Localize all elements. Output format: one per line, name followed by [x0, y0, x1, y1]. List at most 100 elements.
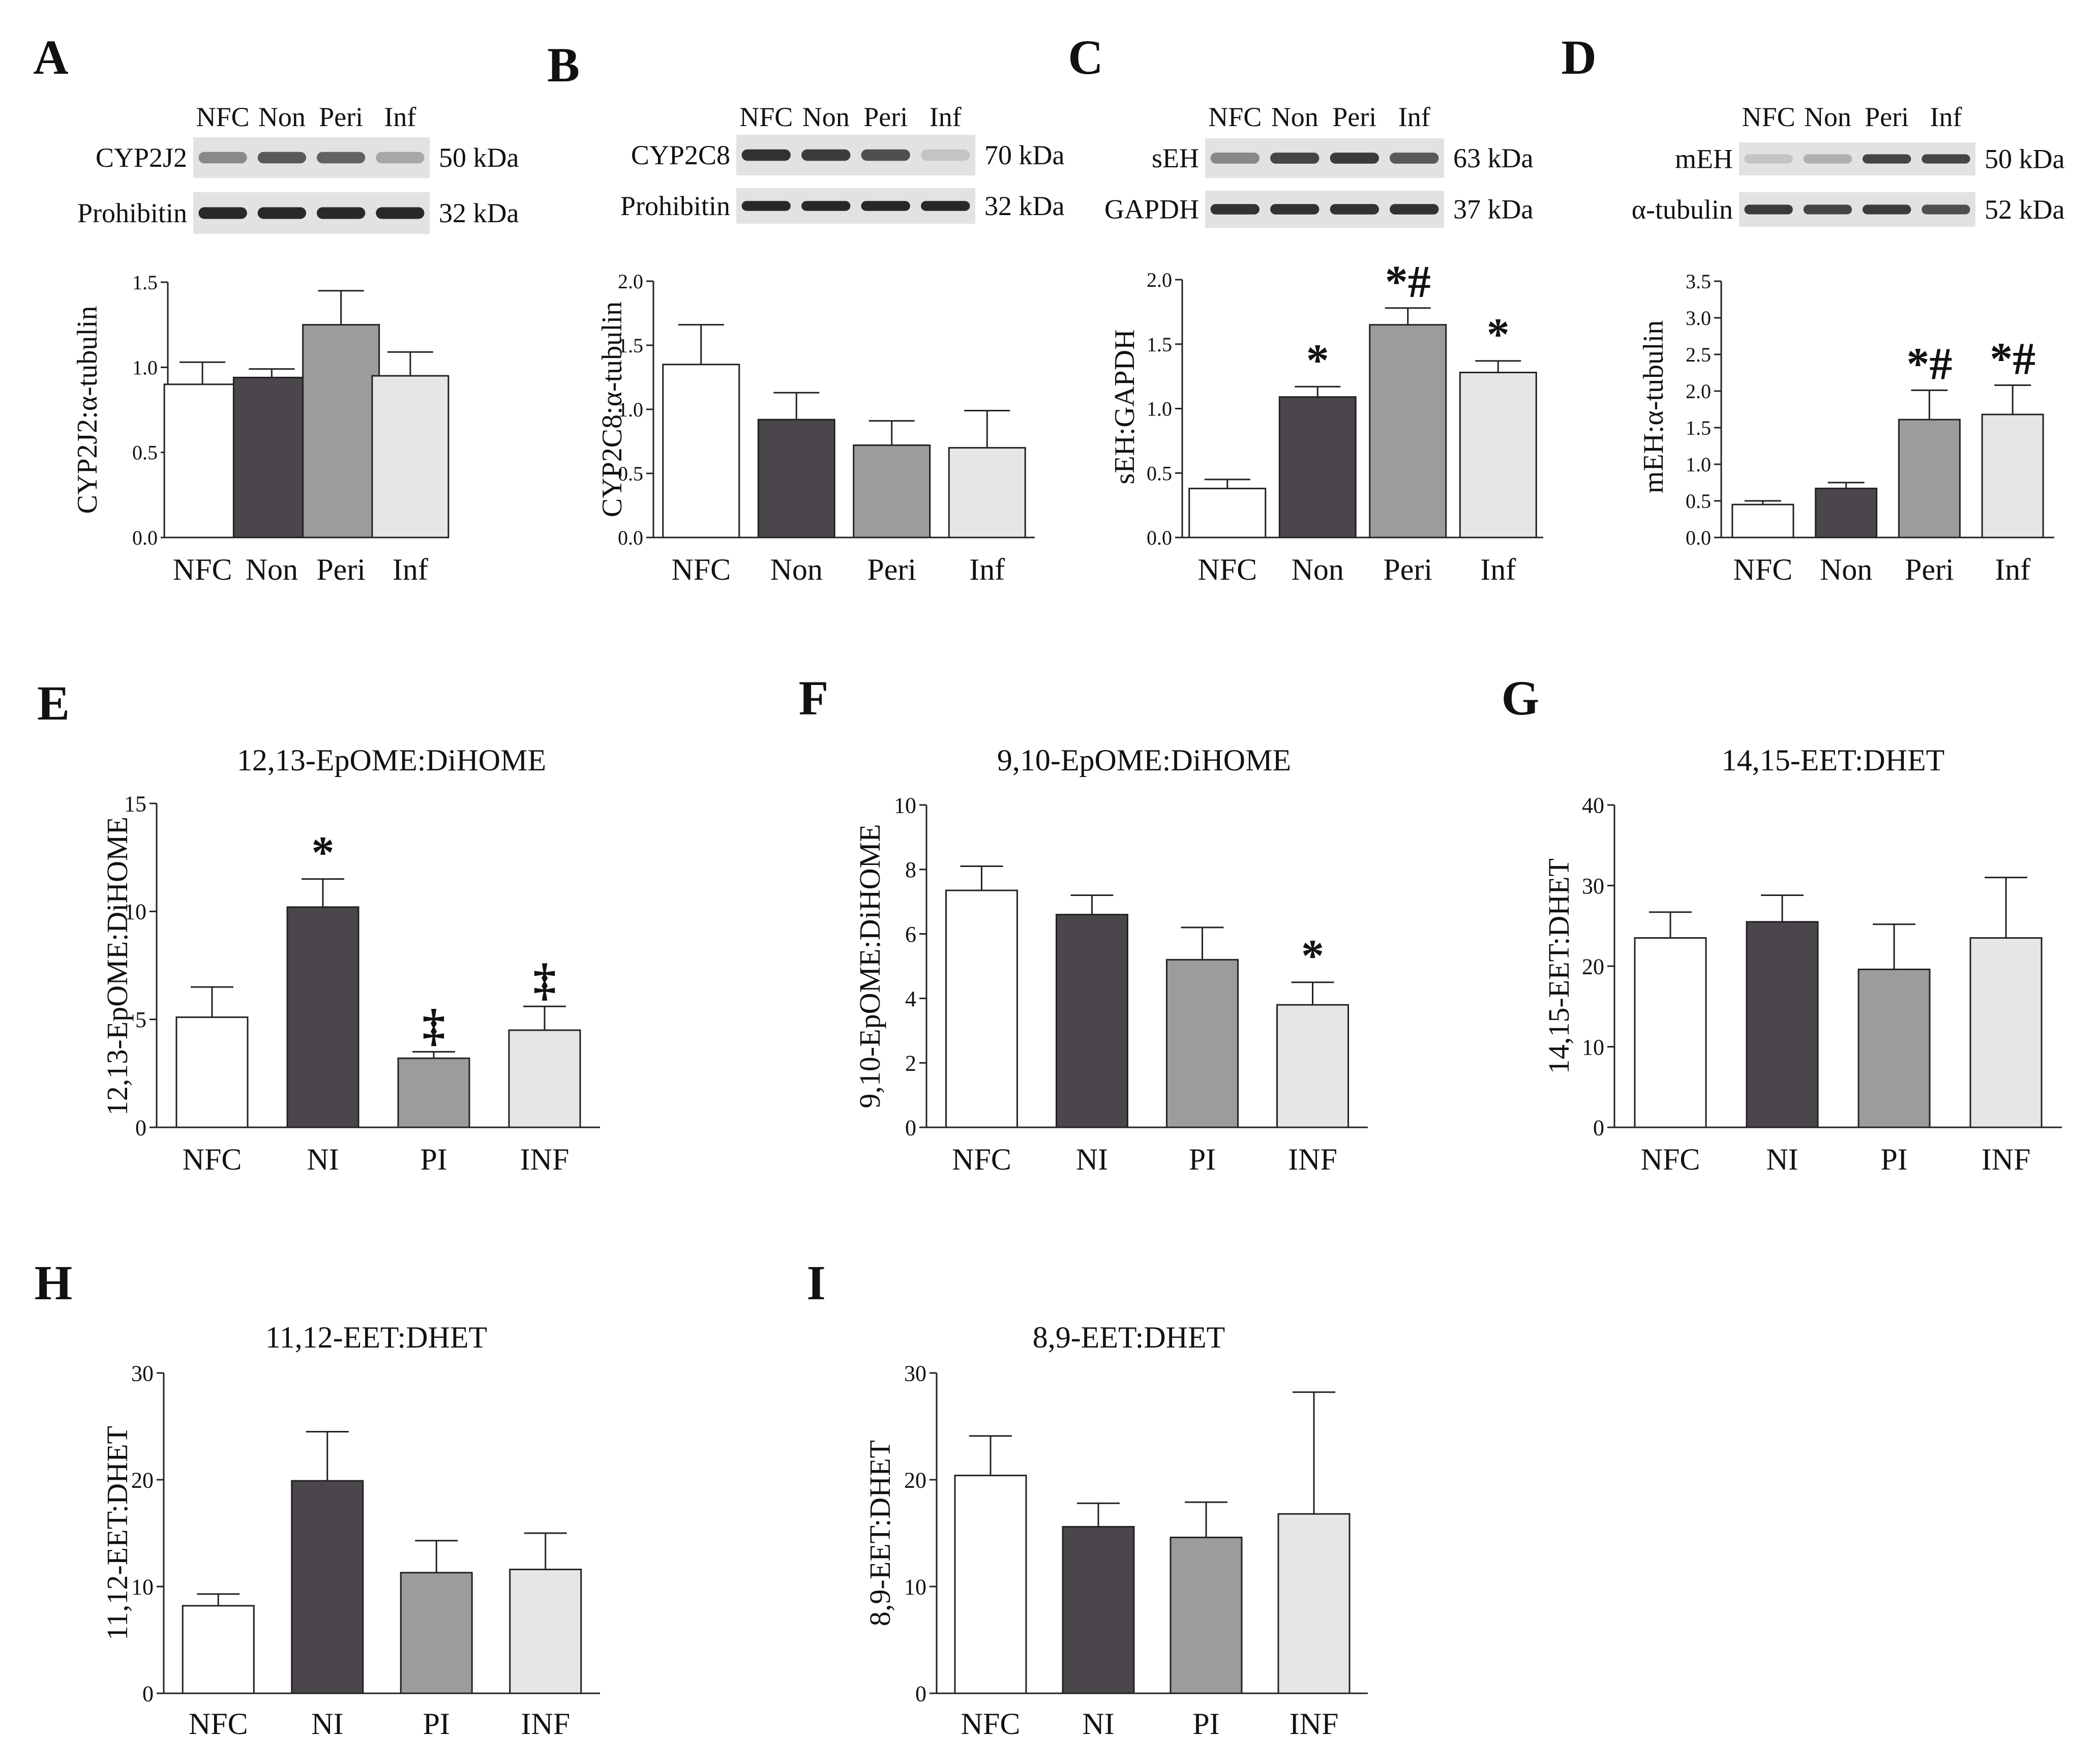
panel-f: F 9,10-EpOME:DiHOME 0 2 4 6 8 10 9,10-EpOME:DiHO… [799, 671, 1368, 1176]
bar [175, 1016, 249, 1128]
panel-letter: E [37, 676, 70, 730]
bar [508, 1029, 581, 1128]
bar [1188, 488, 1267, 539]
bar [948, 447, 1026, 539]
y-tick-label: 2.0 [618, 270, 643, 293]
panel-c: C NFC Non Peri Inf sEH 63 kDa GAPDH 37 kDa 0.0 0.5… [1068, 30, 1543, 586]
bar [853, 444, 931, 539]
x-tick-label: Inf [969, 553, 1005, 586]
bar [1815, 488, 1878, 539]
significance-marker: * [1306, 335, 1329, 385]
y-tick-label: 0.0 [132, 526, 158, 549]
y-axis-label: 9,10-EpOME:DiHOME [853, 824, 886, 1108]
x-tick-label: NFC [1197, 553, 1257, 586]
blot-band [741, 201, 791, 211]
x-tick-label: PI [1880, 1143, 1907, 1176]
x-tick-label: Non [1820, 553, 1872, 586]
blot-lane-label: Peri [1332, 102, 1376, 132]
blot-lane-label: Peri [319, 102, 363, 132]
significance-marker: *# [1906, 339, 1952, 390]
blot-band [198, 152, 247, 164]
western-blot: NFC Non Peri Inf CYP2C8 70 kDa Prohibitin 32 kD… [620, 102, 1064, 224]
y-tick-label: 30 [904, 1361, 926, 1386]
blot-band [1270, 153, 1320, 164]
y-tick-label: 40 [1582, 793, 1604, 818]
chart-title: 11,12-EET:DHET [265, 1321, 487, 1354]
panel-letter: I [806, 1255, 825, 1310]
bar [1277, 1513, 1351, 1694]
panel-i: I 8,9-EET:DHET 0 10 20 30 8,9-EET:DHET NFC NI PI I… [806, 1255, 1368, 1741]
blot-band [1803, 204, 1852, 215]
x-tick-label: NFC [189, 1707, 248, 1741]
y-tick-label: 3.5 [1686, 270, 1711, 293]
x-tick-label: Inf [1480, 553, 1516, 586]
bar [1898, 418, 1961, 539]
chart-title: 9,10-EpOME:DiHOME [997, 743, 1291, 777]
x-tick-label: NFC [671, 553, 731, 586]
panel-g: G 14,15-EET:DHET 0 10 20 30 40 14,15-EET:DHET NF… [1502, 671, 2062, 1176]
blot-band [1862, 154, 1911, 164]
blot-band [257, 152, 307, 164]
x-tick-label: NFC [952, 1143, 1011, 1176]
blot-band [1210, 153, 1260, 164]
x-tick-label: INF [521, 1707, 570, 1741]
y-tick-label: 0.5 [1686, 490, 1711, 513]
panel-letter: A [33, 30, 68, 84]
x-tick-label: NFC [183, 1143, 242, 1176]
blot-band [198, 207, 247, 219]
panel-letter: D [1561, 30, 1596, 84]
blot-band [316, 207, 366, 219]
bar [1731, 503, 1794, 539]
panel-letter: C [1068, 30, 1103, 84]
blot-band [1922, 204, 1970, 215]
y-tick-label: 0.0 [618, 526, 643, 549]
y-tick-label: 8 [905, 857, 916, 882]
y-tick-label: 20 [1582, 954, 1604, 979]
y-tick-label: 30 [131, 1361, 154, 1386]
blot-kda-label: 32 kDa [439, 198, 519, 228]
blot-band [801, 201, 851, 211]
y-tick-label: 1.0 [1147, 398, 1172, 421]
blot-lane-label: NFC [196, 102, 250, 132]
blot-kda-label: 52 kDa [1985, 194, 2064, 225]
x-tick-label: NI [1076, 1143, 1108, 1176]
blot-lane-label: NFC [739, 102, 793, 132]
x-tick-label: Non [1292, 553, 1344, 586]
bar [1278, 396, 1357, 539]
panel-d: D NFC Non Peri Inf mEH 50 kDa α-tubulin 52 kDa 0.… [1561, 30, 2064, 586]
blot-lane-label: Inf [930, 102, 962, 132]
blot-band [316, 152, 366, 164]
blot-band [1862, 204, 1911, 215]
y-tick-label: 10 [894, 793, 916, 818]
blot-band [1390, 204, 1439, 215]
y-tick-label: 30 [1582, 874, 1604, 899]
x-tick-label: NFC [1641, 1143, 1700, 1176]
bar [509, 1568, 582, 1694]
blot-lane-label: Inf [1930, 102, 1962, 132]
panel-letter: H [35, 1255, 73, 1310]
y-tick-label: 1.5 [132, 271, 158, 294]
panel-b: B NFC Non Peri Inf CYP2C8 70 kDa Prohibitin 32 k… [547, 38, 1065, 586]
blot-band [1744, 154, 1793, 164]
y-axis-label: sEH:GAPDH [1109, 330, 1141, 485]
blot-band [1330, 204, 1379, 215]
panel-h: H 11,12-EET:DHET 0 10 20 30 11,12-EET:DHET NFC N… [35, 1255, 600, 1741]
blot-band [1922, 154, 1970, 164]
x-tick-label: PI [1189, 1143, 1216, 1176]
bar [286, 906, 359, 1128]
blot-kda-label: 50 kDa [1985, 144, 2064, 174]
y-tick-label: 0 [142, 1681, 154, 1706]
significance-marker: *# [1385, 257, 1431, 307]
x-tick-label: Non [770, 553, 823, 586]
blot-protein-label: sEH [1152, 143, 1199, 173]
blot-band [1270, 204, 1320, 215]
y-tick-label: 0.0 [1686, 526, 1711, 549]
x-tick-label: NFC [1733, 553, 1793, 586]
y-tick-label: 0 [135, 1115, 146, 1140]
y-tick-label: 0.5 [1147, 462, 1172, 485]
blot-band [1210, 204, 1260, 215]
bar [1369, 324, 1447, 539]
y-axis-label: mEH:α-tubulin [1638, 320, 1669, 493]
blot-lane-label: Inf [384, 102, 416, 132]
bar [182, 1605, 255, 1694]
